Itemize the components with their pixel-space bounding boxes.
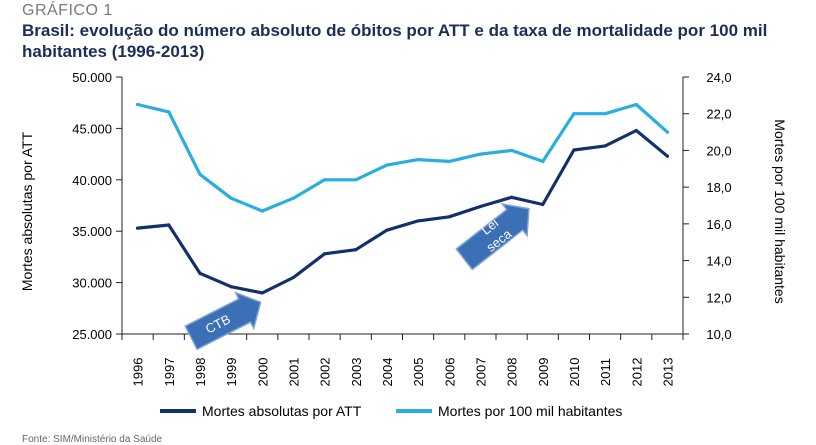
x-tick-labels: 1996 1997 1998 1999 2000 2001 2002 2003 2004 2005… [121,334,684,387]
data-point-rate [665,130,670,134]
x-tick-label: 2004 [380,358,395,387]
left-axis-label: Mortes absolutas por ATT [19,131,35,291]
left-tick-label: 25.000 [72,327,112,342]
lei-seca-arrow-icon [455,203,530,271]
data-point-rate [634,102,638,107]
data-point-absolute [167,223,171,227]
right-tick-label: 12,0 [706,290,731,305]
right-tick-label: 10,0 [706,327,731,342]
x-tick-label: 2009 [536,358,551,387]
right-tick-label: 18,0 [706,180,731,195]
x-tick-label: 2013 [660,358,675,387]
legend: Mortes absolutas por ATT Mortes por 100 … [160,403,622,419]
right-tick-label: 16,0 [706,217,731,232]
ctb-arrow-icon [184,291,262,351]
data-point-absolute [603,144,607,148]
left-tick-label: 50.000 [72,70,112,85]
data-point-rate [135,102,140,107]
x-tick-label: 1996 [131,358,146,387]
data-point-absolute [260,291,264,295]
x-tick-label: 2008 [505,358,520,387]
data-point-absolute [541,202,545,207]
x-tick-label: 2006 [442,358,457,387]
right-tick-label: 22,0 [706,107,731,122]
data-point-rate [447,159,451,164]
data-point-absolute [572,148,576,152]
data-point-rate [354,178,358,182]
legend-label-rate: Mortes por 100 mil habitantes [438,403,622,419]
data-point-rate [509,148,514,153]
source-note: Fonte: SIM/Ministério da Saúde [22,434,163,445]
left-tick-label: 30.000 [72,276,112,291]
x-tick-label: 2012 [629,358,644,387]
right-tick-labels: 10,0 12,0 14,0 16,0 18,0 20,0 22,0 24,0 [683,70,732,342]
x-tick-label: 2005 [411,358,426,387]
x-tick-label: 2000 [255,358,270,387]
x-tick-label: 2011 [598,358,613,386]
lei-seca-annotation: Lei seca [455,203,530,271]
data-point-absolute [416,219,420,223]
series-layer [135,102,670,295]
data-point-rate [541,159,545,164]
data-point-absolute [634,128,638,133]
data-point-absolute [665,154,670,158]
x-tick-label: 2001 [286,358,301,387]
data-point-absolute [291,275,296,280]
x-tick-label: 1999 [224,358,239,387]
data-point-absolute [229,285,233,289]
right-axis-label: Mortes por 100 mil habitantes [772,119,788,303]
x-tick-label: 1998 [193,358,208,387]
data-point-rate [385,163,389,167]
chart-title: Brasil: evolução do número absoluto de ó… [22,21,768,61]
data-point-rate [291,196,296,200]
data-point-rate [260,209,264,213]
data-point-absolute [135,226,140,230]
right-tick-label: 24,0 [706,70,731,85]
data-point-rate [478,152,483,156]
left-tick-label: 40.000 [72,173,112,188]
data-point-absolute [198,271,202,275]
data-point-absolute [447,215,451,219]
right-tick-label: 14,0 [706,254,731,269]
data-point-rate [167,110,171,114]
data-point-rate [198,172,202,176]
chart-kicker: GRÁFICO 1 [22,2,113,19]
data-point-absolute [322,252,327,256]
x-tick-label: 2010 [567,358,582,387]
left-tick-label: 45.000 [72,121,112,136]
data-point-rate [572,112,576,116]
data-point-rate [416,158,420,162]
series-line-absolute [136,128,670,295]
data-point-rate [603,112,607,116]
x-tick-label: 2007 [473,358,488,387]
data-point-absolute [354,248,358,252]
legend-label-absolute: Mortes absolutas por ATT [202,403,362,419]
x-tick-label: 1997 [162,358,177,387]
data-point-absolute [478,204,483,209]
x-tick-label: 2002 [318,358,333,387]
data-point-rate [322,178,327,182]
left-tick-labels: 25.000 30.000 35.000 40.000 45.000 50.000 [72,70,122,342]
x-tick-label: 2003 [349,358,364,387]
left-tick-label: 35.000 [72,224,112,239]
right-tick-label: 20,0 [706,143,731,158]
data-point-rate [229,196,233,200]
series-line-rate [136,102,670,213]
ctb-annotation: CTB [184,291,262,351]
axes [121,77,684,335]
data-point-absolute [509,195,514,199]
data-point-absolute [385,228,389,232]
